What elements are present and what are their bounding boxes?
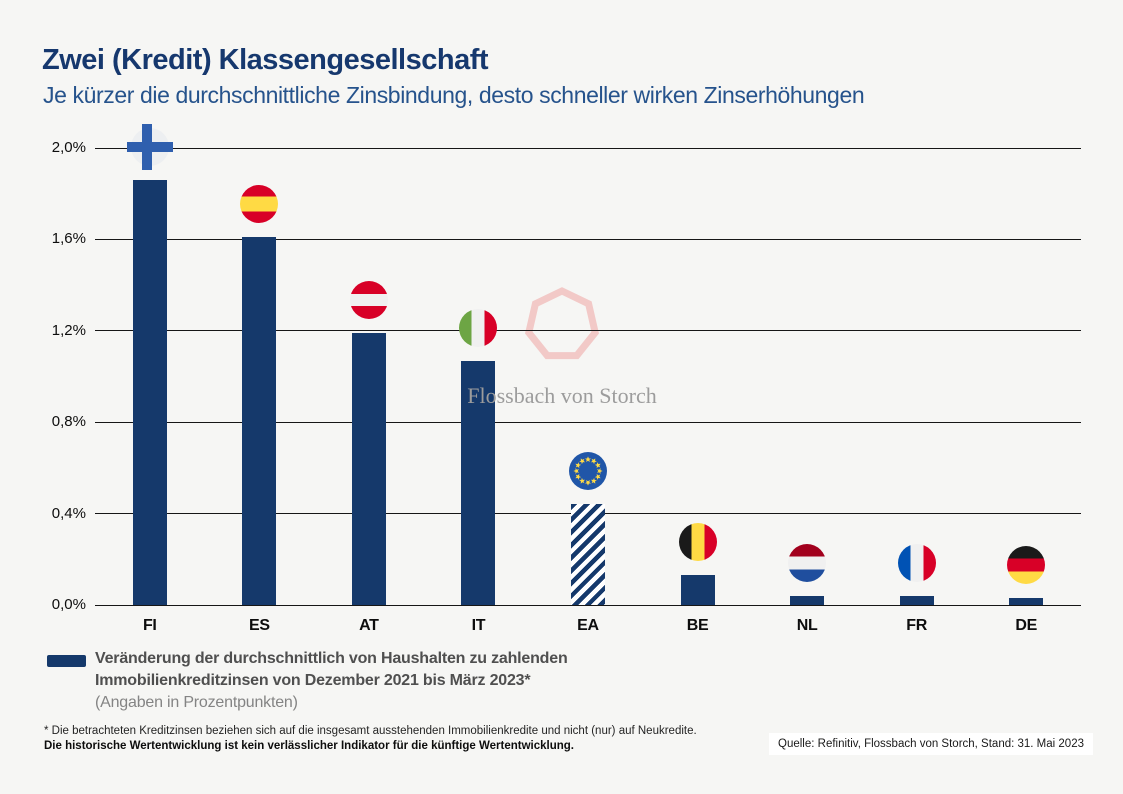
germany-flag-icon [1007,546,1046,585]
eu-flag-icon [569,452,607,491]
legend-label-line2: Immobilienkreditzinsen von Dezember 2021… [95,672,531,689]
belgium-flag-icon [678,523,717,562]
y-tick-label: 0,0% [51,596,86,613]
y-tick-label: 1,2% [51,321,86,339]
bar-NL [790,595,825,605]
legend-label: Veränderung der durchschnittlich von Hau… [95,648,568,714]
legend-label-line1: Veränderung der durchschnittlich von Hau… [95,650,568,667]
gridline [95,147,1081,149]
page-subtitle: Je kürzer die durchschnittliche Zinsbind… [43,82,865,108]
x-axis-label-DE: DE [1015,617,1038,634]
bar-BE [680,575,715,605]
bar-FI [132,179,167,605]
footnote-line1: * Die betrachteten Kreditzinsen beziehen… [44,725,697,737]
x-axis-label-IT: IT [471,617,486,634]
x-axis-label-NL: NL [796,617,818,634]
x-axis-label-ES: ES [248,617,270,634]
bar-IT [461,360,496,605]
italy-flag-icon [459,308,498,347]
gridline [95,330,1081,332]
finland-flag-icon [126,123,173,170]
france-flag-icon [897,543,936,582]
bar-DE [1009,598,1044,605]
spain-flag-icon [240,185,279,224]
bar-AT [351,333,386,605]
x-axis-label-BE: BE [686,617,709,634]
footnote-line2: Die historische Wertentwicklung ist kein… [44,740,574,752]
gridline [95,604,1081,606]
netherlands-flag-icon [788,543,827,582]
bar-ES [242,237,277,605]
flossbach-logo-icon [525,287,599,360]
x-axis-label-EA: EA [577,617,599,634]
x-axis-label-FR: FR [906,617,928,634]
bar-FR [899,595,934,605]
y-tick-label: 1,6% [51,230,86,248]
bar-EA [571,504,605,605]
source-note: Quelle: Refinitiv, Flossbach von Storch,… [769,733,1093,755]
watermark-brand-text: Flossbach von Storch [467,383,657,408]
y-tick-label: 2,0% [51,139,86,156]
x-axis-label-FI: FI [142,617,157,634]
y-tick-label: 0,4% [51,504,86,522]
gridline [95,421,1081,423]
austria-flag-icon [349,281,388,320]
footnotes: * Die betrachteten Kreditzinsen beziehen… [44,724,697,754]
x-axis-label-AT: AT [359,617,379,634]
legend-swatch [47,655,86,667]
legend-sub-label: (Angaben in Prozentpunkten) [95,694,298,711]
gridline [95,238,1081,240]
y-tick-label: 0,8% [51,413,86,431]
page-title: Zwei (Kredit) Klassengesellschaft [42,44,489,76]
